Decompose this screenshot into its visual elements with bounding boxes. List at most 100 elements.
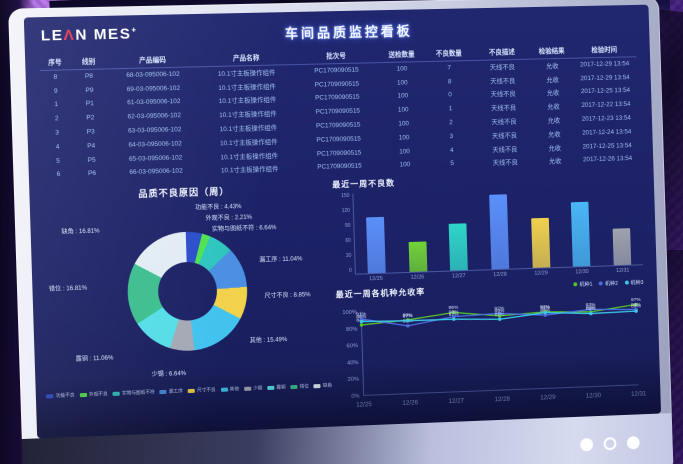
legend-label: 外观不良: [88, 390, 108, 397]
legend-label: 尺寸不良: [196, 386, 216, 393]
table-cell: 100: [398, 134, 410, 142]
data-point: [406, 323, 410, 328]
bar: [365, 216, 386, 274]
table-cell: P2: [86, 114, 95, 122]
table-cell: 3: [55, 129, 60, 137]
carousel-dot[interactable]: [580, 437, 594, 451]
data-point: [360, 323, 364, 327]
column-header: 不良数量: [424, 44, 473, 62]
data-point-label: 91%: [631, 302, 641, 308]
y-tick-label: 90: [344, 222, 351, 229]
donut-slice-label: 实物与图纸不符 : 6.64%: [211, 224, 277, 233]
data-point-label: 88%: [356, 314, 367, 320]
column-header: 送检数量: [377, 45, 426, 63]
table-cell: 9: [53, 87, 58, 95]
table-cell: PC1709090515: [317, 162, 362, 172]
carousel-dot[interactable]: [626, 435, 640, 449]
bar-chart-panel: 最近一周不良数 150 120 90 60 30 0 12/25 12/26 12/27 12/…: [332, 170, 643, 283]
table-cell: P4: [87, 142, 96, 150]
y-tick-label: 0: [349, 267, 352, 274]
data-point-label: 89%: [631, 303, 641, 309]
donut-chart-area: 功能不良 : 4.43% 外观不良 : 2.21% 实物与图纸不符 : 6.64% 漏…: [44, 198, 328, 385]
x-tick-label: 12/30: [575, 268, 589, 276]
column-header: 检验结果: [530, 41, 573, 59]
donut-legend-item: 漏工序: [159, 388, 183, 395]
legend-label: 其他: [229, 385, 240, 392]
table-cell: P8: [84, 72, 94, 80]
data-point-label: 89%: [495, 308, 506, 314]
x-tick-label: 12/31: [631, 390, 647, 397]
table-cell: 100: [399, 161, 411, 169]
legend-label: 少锡: [252, 384, 263, 391]
x-tick-label: 12/28: [495, 396, 511, 403]
x-tick-label: 12/29: [540, 394, 556, 401]
donut-legend-item: 实物与图纸不符: [112, 389, 155, 397]
table-cell: 7: [447, 64, 452, 72]
donut-legend-item: 其他: [220, 385, 240, 393]
table-cell: 允收: [546, 90, 560, 98]
donut-legend-item: 少锡: [243, 384, 263, 392]
table-cell: 天线不良: [490, 77, 516, 86]
bar-y-axis: 150 120 90 60 30 0: [332, 193, 354, 275]
table-cell: 6: [56, 171, 61, 179]
table-cell: 允收: [547, 131, 561, 139]
data-point: [451, 314, 456, 319]
y-tick-label: 30: [345, 252, 352, 259]
x-tick-label: 12/31: [615, 267, 630, 274]
column-header: 检验时间: [571, 40, 637, 58]
table-cell: 天线不良: [489, 63, 515, 72]
data-point: [359, 319, 364, 324]
data-point-label: 92%: [494, 306, 505, 312]
table-cell: 2017-12-29 13:54: [579, 60, 630, 69]
donut-slice-label: 功能不良 : 4.43%: [194, 203, 242, 212]
donut-slice-label: 其他 : 15.49%: [249, 336, 288, 345]
table-cell: 4: [449, 146, 454, 154]
table-cell: 3: [449, 132, 454, 140]
donut-legend-item: 功能不良: [46, 392, 75, 399]
data-point-label: 93%: [586, 302, 597, 308]
line-legend-item: 机种3: [624, 279, 644, 287]
legend-label: 机种3: [630, 279, 644, 287]
table-cell: 允收: [548, 158, 562, 166]
x-tick-label: 12/29: [534, 270, 548, 277]
legend-swatch-icon: [243, 386, 252, 391]
donut-legend-item: 缺角: [313, 382, 332, 389]
donut-slice-label: 露铜 : 11.06%: [75, 355, 114, 363]
logo-text-right: N MES: [75, 25, 132, 44]
table-cell: 允收: [545, 62, 559, 71]
bar-plot-area: 12/25 12/26 12/27 12/28 12/29 12/30 12/31: [352, 185, 643, 282]
column-header: 线别: [69, 52, 108, 70]
lean-mes-logo: LEΛN MES+: [41, 25, 138, 44]
table-cell: 10.1寸主板操作组件: [220, 166, 279, 175]
donut-hole: [156, 260, 218, 322]
table-cell: P3: [86, 128, 95, 136]
column-header: 批次号: [293, 46, 378, 65]
line-chart-legend: 机种1 机种2 机种3: [573, 279, 644, 288]
legend-swatch-icon: [313, 383, 321, 389]
bar: [489, 194, 510, 269]
data-point-label: 90%: [586, 304, 597, 310]
table-cell: P5: [87, 156, 96, 164]
bar: [571, 201, 591, 267]
table-cell: 2: [54, 115, 59, 123]
data-point-label: 91%: [356, 311, 367, 317]
donut-slice-label: 漏工序 : 11.04%: [259, 256, 303, 264]
y-tick-label: 60: [345, 237, 352, 244]
y-tick-label: 100%: [342, 310, 357, 316]
table-cell: 100: [397, 92, 409, 101]
bar: [612, 228, 632, 265]
data-point-label: 91%: [540, 305, 551, 311]
legend-swatch-icon: [187, 388, 196, 394]
data-point-label: 95%: [448, 305, 459, 311]
donut-slice-label: 尺寸不良 : 8.85%: [264, 291, 311, 300]
legend-label: 机种2: [604, 280, 619, 287]
carousel-dot[interactable]: [603, 436, 617, 450]
donut-chart: [125, 229, 249, 353]
logo-plus: +: [131, 25, 138, 35]
carousel-dots: [580, 435, 640, 451]
x-tick-label: 12/25: [369, 275, 383, 282]
data-point-label: 85%: [495, 311, 506, 317]
donut-slice-label: 错位 : 16.81%: [48, 285, 88, 293]
donut-legend-item: 露铜: [267, 384, 286, 391]
table-cell: 2: [449, 119, 453, 127]
